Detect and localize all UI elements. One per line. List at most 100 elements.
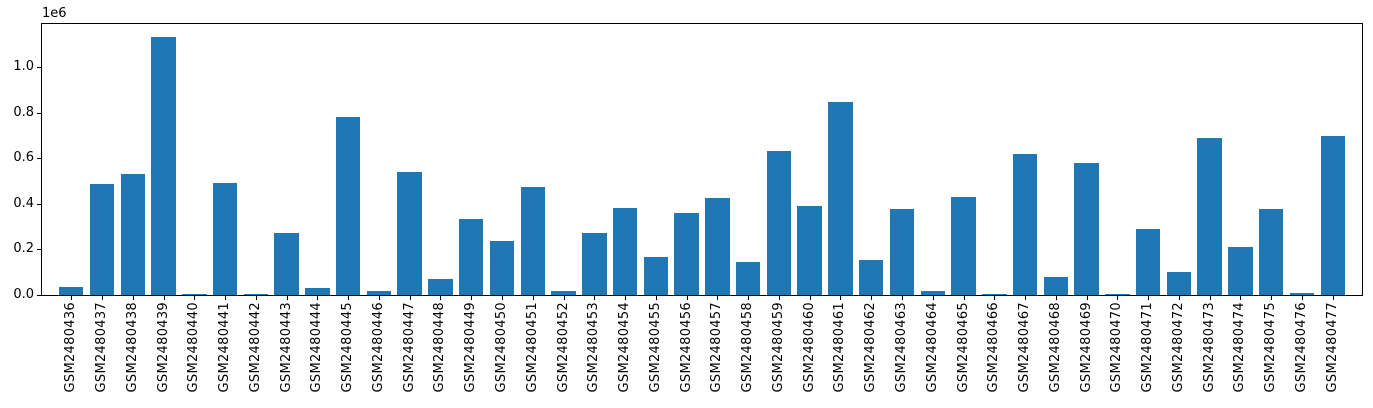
x-tick-label: GSM2480458 — [740, 302, 755, 393]
bar — [428, 279, 453, 295]
bar — [489, 241, 515, 295]
bar — [58, 287, 84, 295]
x-tick-mark — [1179, 296, 1180, 300]
x-tick-mark — [102, 296, 103, 300]
y-tick-label: 0.0 — [13, 287, 34, 302]
bar — [243, 294, 269, 295]
x-tick-label: GSM2480446 — [371, 302, 386, 393]
x-tick-label: GSM2480474 — [1232, 302, 1247, 393]
x-tick-mark — [440, 296, 441, 300]
plot-area — [41, 23, 1363, 296]
bar — [951, 197, 976, 295]
x-tick-label: GSM2480476 — [1294, 302, 1309, 393]
bar — [643, 257, 669, 295]
y-tick-mark — [37, 67, 41, 68]
x-tick-mark — [840, 296, 841, 300]
y-tick-label: 1.0 — [13, 59, 34, 74]
bar — [551, 291, 576, 295]
bar — [1043, 277, 1069, 295]
x-tick-label: GSM2480455 — [648, 302, 663, 393]
y-tick-label: 0.6 — [13, 150, 34, 165]
bar — [1074, 163, 1099, 295]
bar — [182, 294, 207, 295]
bar — [151, 37, 176, 295]
x-tick-label: GSM2480472 — [1171, 302, 1186, 393]
x-tick-label: GSM2480452 — [556, 302, 571, 393]
x-tick-label: GSM2480451 — [525, 302, 540, 393]
x-tick-mark — [687, 296, 688, 300]
x-tick-mark — [1240, 296, 1241, 300]
x-tick-label: GSM2480449 — [463, 302, 478, 393]
x-tick-mark — [348, 296, 349, 300]
bar — [89, 184, 115, 295]
x-tick-label: GSM2480457 — [709, 302, 724, 393]
bar — [858, 260, 884, 295]
bar — [1197, 138, 1222, 295]
bar — [982, 294, 1007, 295]
x-tick-label: GSM2480461 — [832, 302, 847, 393]
y-tick-label: 0.4 — [13, 196, 34, 211]
x-tick-label: GSM2480465 — [956, 302, 971, 393]
x-tick-mark — [810, 296, 811, 300]
x-tick-mark — [502, 296, 503, 300]
x-tick-label: GSM2480473 — [1202, 302, 1217, 393]
x-tick-mark — [133, 296, 134, 300]
x-tick-label: GSM2480471 — [1140, 302, 1155, 393]
x-tick-mark — [1025, 296, 1026, 300]
x-tick-mark — [964, 296, 965, 300]
x-tick-mark — [933, 296, 934, 300]
x-tick-mark — [194, 296, 195, 300]
bar — [920, 291, 946, 295]
y-tick-label: 0.8 — [13, 105, 34, 120]
bar — [582, 233, 607, 295]
y-tick-mark — [37, 158, 41, 159]
bar — [212, 183, 238, 295]
x-tick-label: GSM2480437 — [94, 302, 109, 393]
x-tick-mark — [471, 296, 472, 300]
x-tick-mark — [994, 296, 995, 300]
x-tick-label: GSM2480466 — [986, 302, 1001, 393]
x-tick-label: GSM2480447 — [402, 302, 417, 393]
bar — [274, 233, 299, 295]
x-tick-label: GSM2480439 — [156, 302, 171, 393]
x-tick-mark — [256, 296, 257, 300]
x-tick-label: GSM2480454 — [617, 302, 632, 393]
x-tick-label: GSM2480442 — [248, 302, 263, 393]
x-tick-mark — [564, 296, 565, 300]
x-tick-mark — [779, 296, 780, 300]
x-tick-mark — [1148, 296, 1149, 300]
x-tick-label: GSM2480468 — [1048, 302, 1063, 393]
x-tick-label: GSM2480475 — [1263, 302, 1278, 393]
bar — [828, 102, 853, 295]
x-tick-mark — [748, 296, 749, 300]
y-tick-mark — [37, 204, 41, 205]
bar — [1166, 272, 1192, 295]
x-tick-mark — [1210, 296, 1211, 300]
x-tick-mark — [902, 296, 903, 300]
x-tick-mark — [1333, 296, 1334, 300]
x-tick-mark — [1117, 296, 1118, 300]
y-tick-label: 0.2 — [13, 241, 34, 256]
x-tick-label: GSM2480443 — [279, 302, 294, 393]
x-tick-mark — [287, 296, 288, 300]
bar — [674, 213, 699, 295]
bar — [1258, 209, 1284, 295]
x-tick-label: GSM2480438 — [125, 302, 140, 393]
x-tick-mark — [317, 296, 318, 300]
y-axis-offset-label: 1e6 — [42, 6, 67, 21]
bar — [1135, 229, 1161, 295]
x-tick-label: GSM2480469 — [1079, 302, 1094, 393]
x-tick-label: GSM2480448 — [432, 302, 447, 393]
bar — [305, 288, 330, 295]
x-tick-mark — [410, 296, 411, 300]
y-tick-mark — [37, 113, 41, 114]
bar — [1289, 293, 1315, 295]
y-tick-mark — [37, 249, 41, 250]
bar — [397, 172, 422, 295]
x-tick-mark — [164, 296, 165, 300]
bar — [120, 174, 146, 295]
x-tick-mark — [871, 296, 872, 300]
x-tick-label: GSM2480444 — [309, 302, 324, 393]
x-tick-mark — [71, 296, 72, 300]
